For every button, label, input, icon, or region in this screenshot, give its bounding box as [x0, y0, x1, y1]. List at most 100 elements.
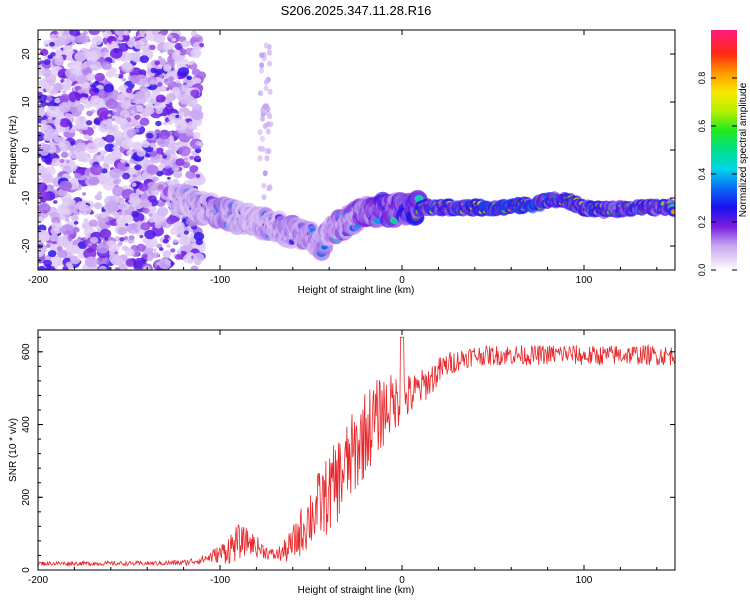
heatmap-cell	[38, 203, 51, 214]
heatmap-cell	[95, 80, 99, 84]
heatmap-cell	[149, 79, 156, 85]
heatmap-cell	[53, 82, 64, 92]
heatmap-cell	[39, 242, 44, 247]
heatmap-x-tick-label: -100	[210, 275, 230, 286]
heatmap-cell	[124, 248, 135, 257]
heatmap-cell	[38, 65, 46, 76]
heatmap-cell	[101, 61, 112, 70]
heatmap-cell	[185, 130, 194, 137]
heatmap-cell	[175, 50, 181, 55]
heatmap-cell	[183, 230, 189, 235]
heatmap-cell	[163, 64, 172, 72]
heatmap-cell	[98, 265, 107, 270]
chart-title: S206.2025.347.11.28.R16	[281, 3, 432, 18]
heatmap-cell	[75, 151, 89, 162]
heatmap-cell	[44, 166, 56, 176]
heatmap-cell	[259, 52, 265, 59]
colorbar-gradient	[711, 30, 737, 270]
heatmap-cell	[88, 243, 93, 247]
heatmap-cell	[189, 155, 195, 160]
heatmap-cell	[77, 236, 82, 240]
heatmap-cell	[130, 110, 136, 114]
heatmap-cell	[156, 170, 164, 177]
heatmap-cell	[42, 209, 48, 214]
heatmap-cell	[131, 182, 137, 187]
heatmap-cell	[121, 245, 129, 252]
heatmap-cell	[70, 165, 78, 172]
heatmap-cell	[160, 152, 165, 156]
heatmap-cell	[82, 30, 88, 36]
heatmap-y-tick-label: 20	[21, 48, 32, 60]
heatmap-cell	[49, 41, 55, 47]
heatmap-cell	[149, 44, 156, 51]
heatmap-cell	[265, 128, 271, 135]
heatmap-cell	[71, 68, 79, 75]
heatmap-cell	[46, 105, 59, 117]
heatmap-cell	[57, 249, 68, 259]
heatmap-cell	[56, 33, 61, 37]
snr-series-line	[38, 336, 675, 567]
heatmap-cell	[190, 265, 199, 270]
heatmap-cell	[71, 60, 83, 71]
heatmap-cell	[88, 30, 101, 36]
heatmap-cell	[155, 68, 164, 76]
heatmap-cell	[40, 101, 47, 107]
heatmap-cell	[62, 90, 67, 94]
heatmap-cell	[74, 172, 82, 179]
heatmap-y-tick-label: 0	[21, 147, 32, 153]
heatmap-cell	[179, 94, 192, 105]
heatmap-cell	[78, 204, 92, 216]
heatmap-cell	[38, 131, 46, 142]
heatmap-cell	[162, 154, 168, 159]
heatmap-cell	[72, 227, 80, 233]
heatmap-cell	[126, 41, 131, 45]
heatmap-cell	[38, 255, 46, 264]
heatmap-cell	[120, 110, 130, 118]
heatmap-cell	[38, 212, 42, 217]
heatmap-cell	[43, 59, 51, 65]
heatmap-cell	[100, 212, 107, 218]
heatmap-cell	[114, 73, 120, 78]
heatmap-cell	[54, 118, 61, 125]
heatmap-cell	[168, 76, 174, 82]
heatmap-cell	[67, 145, 74, 151]
heatmap-cell	[65, 55, 73, 61]
heatmap-cell	[163, 121, 168, 126]
heatmap-cell	[119, 237, 125, 242]
heatmap-cell	[56, 66, 60, 70]
heatmap-cell	[73, 150, 78, 155]
heatmap-cell	[134, 91, 145, 100]
heatmap-cell	[80, 48, 85, 52]
heatmap-cell	[149, 142, 156, 148]
heatmap-cell	[170, 248, 176, 253]
heatmap-cell	[83, 218, 89, 223]
heatmap-cell	[78, 116, 84, 121]
heatmap-cell	[188, 177, 199, 186]
heatmap-cell	[86, 110, 93, 117]
heatmap-cell	[123, 123, 129, 128]
heatmap-cell	[54, 57, 65, 66]
heatmap-cell	[59, 158, 65, 163]
colorbar-label: Normalized spectral amplitude	[738, 82, 749, 217]
heatmap-cell	[139, 234, 144, 239]
heatmap-cell	[167, 176, 171, 180]
heatmap-x-tick-label: 100	[576, 275, 593, 286]
heatmap-cell	[130, 230, 136, 235]
heatmap-cell	[77, 106, 83, 112]
heatmap-cell	[137, 220, 143, 225]
heatmap-cell	[74, 100, 79, 104]
heatmap-cell	[74, 51, 87, 62]
colorbar-tick-label: 0.4	[697, 168, 707, 181]
heatmap-cell	[265, 121, 271, 128]
heatmap-cell	[92, 97, 105, 109]
heatmap-cell	[104, 143, 115, 152]
heatmap-cell	[63, 79, 73, 87]
heatmap-cell	[189, 165, 199, 173]
heatmap-cell	[159, 74, 164, 78]
heatmap-cell	[157, 184, 164, 190]
heatmap-cell	[146, 164, 159, 175]
heatmap-cell	[195, 174, 201, 178]
heatmap-cell	[132, 174, 137, 178]
heatmap-cell	[190, 109, 204, 121]
heatmap-cell	[53, 200, 58, 204]
